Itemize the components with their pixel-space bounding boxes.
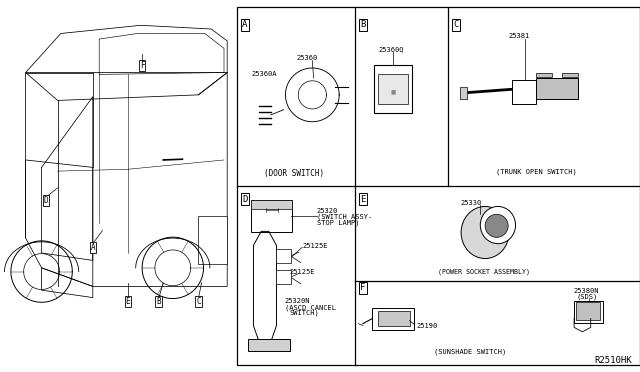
Text: STOP LAMP): STOP LAMP)	[317, 220, 359, 227]
Bar	[562, 73, 578, 77]
Bar	[536, 78, 578, 99]
Text: 25360Q: 25360Q	[379, 46, 404, 52]
Text: ■: ■	[390, 90, 396, 95]
Bar	[512, 80, 536, 104]
Bar	[276, 249, 291, 263]
Bar	[248, 339, 290, 351]
Text: R2510HK: R2510HK	[595, 356, 632, 365]
Text: A: A	[242, 20, 247, 29]
Text: A: A	[90, 243, 95, 252]
Text: (DOOR SWITCH): (DOOR SWITCH)	[264, 169, 324, 178]
Text: C: C	[196, 297, 201, 306]
Text: E: E	[125, 297, 131, 306]
Bar	[574, 301, 603, 323]
Text: 25320N: 25320N	[285, 298, 310, 304]
Text: 25125E: 25125E	[302, 243, 328, 249]
Ellipse shape	[461, 206, 509, 259]
Text: 25360A: 25360A	[252, 71, 277, 77]
Bar	[378, 74, 408, 104]
Text: 25380N: 25380N	[573, 288, 599, 294]
Text: 25330: 25330	[461, 200, 482, 206]
Text: 25125E: 25125E	[290, 269, 316, 275]
Ellipse shape	[481, 206, 516, 244]
Circle shape	[485, 214, 508, 237]
Text: 25360: 25360	[296, 55, 317, 61]
Text: E: E	[360, 195, 365, 203]
Bar	[251, 200, 292, 232]
Text: SWITCH): SWITCH)	[289, 310, 319, 317]
Text: 25381: 25381	[509, 33, 530, 39]
Bar	[374, 65, 412, 113]
Text: (SWITCH ASSY-: (SWITCH ASSY-	[317, 214, 372, 221]
Bar	[276, 270, 291, 284]
Bar	[460, 87, 467, 99]
Bar	[536, 73, 552, 77]
Text: B: B	[360, 20, 365, 29]
Text: B: B	[156, 297, 161, 306]
Bar	[198, 216, 227, 264]
Bar	[576, 302, 600, 320]
Text: (SUNSHADE SWITCH): (SUNSHADE SWITCH)	[435, 348, 506, 355]
Text: (POWER SOCKET ASSEMBLY): (POWER SOCKET ASSEMBLY)	[438, 268, 531, 275]
Text: 25320: 25320	[317, 208, 338, 214]
Bar	[378, 311, 410, 326]
Bar	[237, 7, 640, 365]
Text: (TRUNK OPEN SWITCH): (TRUNK OPEN SWITCH)	[496, 169, 577, 176]
Bar	[251, 200, 292, 209]
Text: (ASCD CANCEL: (ASCD CANCEL	[285, 304, 336, 311]
Text: 25190: 25190	[416, 323, 437, 328]
Text: (SDS): (SDS)	[576, 293, 597, 300]
Text: D: D	[44, 196, 49, 205]
Text: C: C	[453, 20, 458, 29]
Bar	[372, 308, 414, 330]
Text: F: F	[140, 61, 145, 70]
Text: D: D	[242, 195, 247, 203]
Text: F: F	[360, 283, 365, 292]
